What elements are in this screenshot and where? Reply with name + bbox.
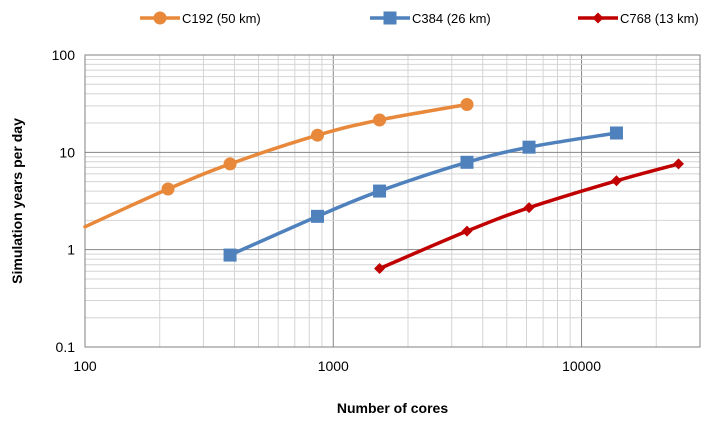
series-line xyxy=(228,131,619,257)
data-point xyxy=(373,184,387,198)
series-layer xyxy=(83,98,684,275)
legend-marker xyxy=(383,11,397,25)
x-axis-label: Number of cores xyxy=(337,400,448,416)
x-tick-label: 10000 xyxy=(562,358,601,374)
data-point xyxy=(161,182,175,196)
data-point xyxy=(374,263,386,275)
legend-item-1: C192 (50 km) xyxy=(140,11,261,26)
data-point xyxy=(223,248,237,262)
x-tick-label: 100 xyxy=(73,358,97,374)
legend-label: C384 (26 km) xyxy=(412,11,491,26)
data-point xyxy=(460,98,474,112)
legend-item-3: C768 (13 km) xyxy=(578,11,699,26)
data-point xyxy=(311,128,325,142)
data-point xyxy=(311,209,325,223)
data-point xyxy=(461,225,473,237)
y-tick-label: 0.1 xyxy=(56,339,76,355)
series-1 xyxy=(83,98,474,229)
series-line xyxy=(83,102,469,229)
y-tick-label: 1 xyxy=(67,242,75,258)
legend-label: C192 (50 km) xyxy=(182,11,261,26)
data-point xyxy=(373,113,387,127)
tick-labels: 100 1000 10000 0.1 1 10 100 xyxy=(52,47,602,374)
legend-marker xyxy=(153,11,167,25)
data-point xyxy=(522,140,536,154)
y-tick-label: 100 xyxy=(52,47,76,63)
y-axis-label: Simulation years per day xyxy=(9,118,25,284)
legend-item-2: C384 (26 km) xyxy=(370,11,491,26)
legend: C192 (50 km) C384 (26 km) C768 (13 km) xyxy=(140,11,699,26)
series-2 xyxy=(223,126,623,262)
series-line xyxy=(377,162,681,271)
data-point xyxy=(460,155,474,169)
data-point xyxy=(610,175,622,187)
plot-area xyxy=(84,54,701,348)
grid xyxy=(85,55,700,347)
y-tick-label: 10 xyxy=(59,144,75,160)
legend-label: C768 (13 km) xyxy=(620,11,699,26)
data-point xyxy=(223,157,237,171)
data-point xyxy=(609,126,623,140)
data-point xyxy=(523,202,535,214)
legend-marker xyxy=(592,12,604,24)
data-point xyxy=(672,158,684,170)
x-tick-label: 1000 xyxy=(318,358,349,374)
series-3 xyxy=(374,158,684,275)
